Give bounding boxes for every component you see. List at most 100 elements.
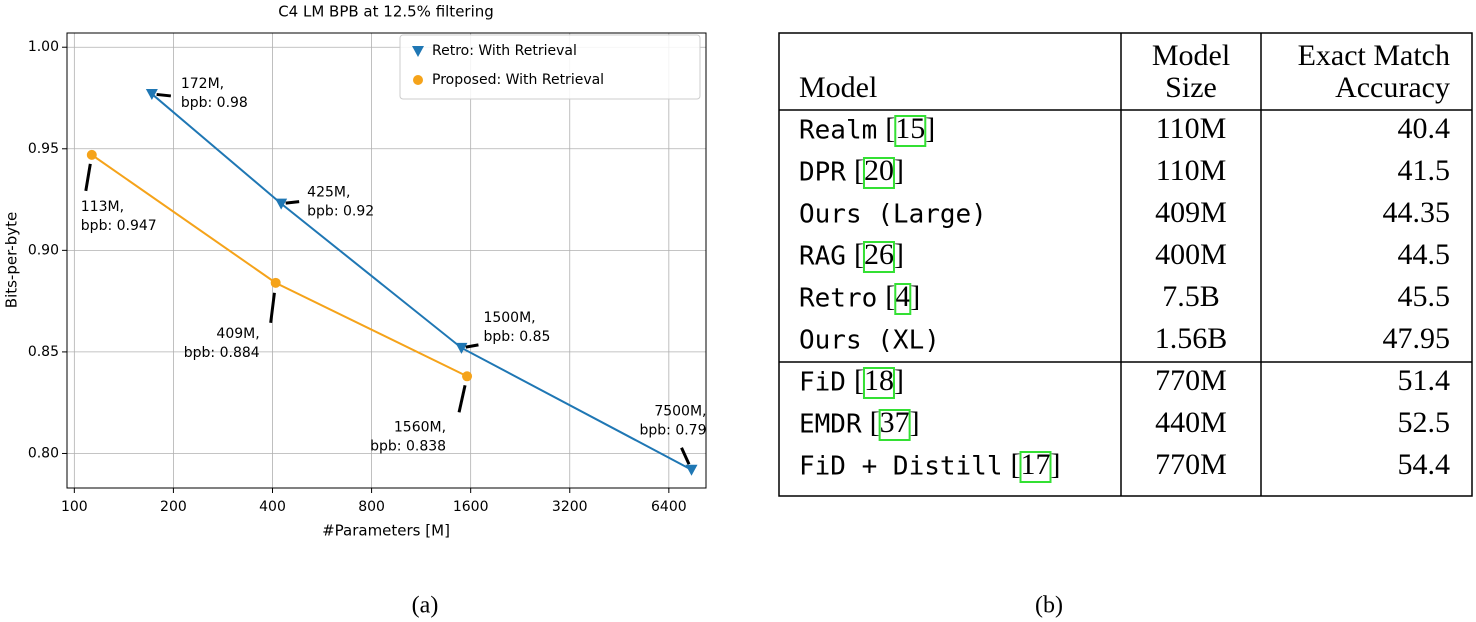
series-line [151,93,692,471]
ref-bracket: ] [910,406,920,439]
model-size: 440M [1155,406,1227,439]
model-name: Ours (XL) [799,326,940,356]
ref-bracket: [ [885,280,895,313]
data-label: 425M, [307,185,350,201]
data-label: bpb: 0.85 [483,329,550,345]
citation: 4 [895,280,910,313]
model-name: RAG [799,242,846,272]
model-size: 409M [1155,196,1227,229]
citation-box [862,241,895,273]
citation-box [894,283,912,315]
ref-bracket: ] [894,364,904,397]
legend-label: Proposed: With Retrieval [432,72,604,88]
data-label: 1500M, [483,310,535,326]
accuracy: 52.5 [1398,406,1451,439]
annotation-arrow [285,200,300,205]
data-point [455,342,468,354]
annotation-arrow [156,92,172,98]
column-header: Size [1165,71,1217,104]
model-name: FiD [799,368,846,398]
legend-marker [412,46,424,57]
accuracy: 47.95 [1383,322,1451,355]
data-label: bpb: 0.838 [370,438,446,454]
data-label: bpb: 0.884 [184,345,260,361]
table-frame [778,32,1473,497]
model-name: DPR [799,158,846,188]
series-line [91,154,468,378]
column-header: Model [1152,39,1230,72]
data-label: bpb: 0.98 [181,95,248,111]
ref-bracket: [ [885,112,895,145]
x-tick-label: 1600 [453,499,489,515]
model-size: 770M [1155,448,1227,481]
model-name: Ours (Large) [799,200,987,230]
citation-box [862,157,895,189]
annotation-arrow [457,384,467,413]
citation-box [878,409,911,441]
y-axis-label: Bits-per-byte [3,212,21,308]
model-size: 1.56B [1155,322,1228,355]
data-point [270,277,281,288]
y-tick-label: 0.90 [28,242,59,258]
citation: 20 [864,154,894,187]
x-axis-label: #Parameters [M] [322,522,450,540]
citation: 26 [864,238,894,271]
citation: 15 [895,112,925,145]
accuracy: 51.4 [1398,364,1451,397]
ref-bracket: [ [854,238,864,271]
accuracy: 44.35 [1383,196,1451,229]
ref-bracket: ] [925,112,935,145]
data-label: 172M, [181,76,224,92]
accuracy: 45.5 [1398,280,1451,313]
data-point [685,464,698,476]
ref-bracket: ] [1051,448,1061,481]
column-header: Model [799,71,877,104]
data-label: 1560M, [394,419,446,435]
data-point [145,88,158,100]
model-size: 770M [1155,364,1227,397]
data-label: 409M, [216,326,259,342]
data-point [462,371,473,382]
citation-box [894,115,927,147]
citation-box [862,367,895,399]
x-tick-label: 800 [358,499,385,515]
model-name: EMDR [799,410,862,440]
annotation-arrow [465,343,479,349]
data-label: bpb: 0.947 [81,218,157,234]
plot-frame [66,32,707,489]
model-size: 110M [1156,112,1227,145]
annotation-arrow [84,163,92,192]
y-tick-label: 1.00 [28,39,59,55]
ref-bracket: [ [1011,448,1021,481]
accuracy: 40.4 [1398,112,1451,145]
data-label: bpb: 0.79 [640,423,707,439]
data-label: 7500M, [654,404,706,420]
accuracy: 54.4 [1398,448,1451,481]
citation: 37 [880,406,910,439]
y-tick-label: 0.80 [28,445,59,461]
data-label: 113M, [81,199,124,215]
model-size: 110M [1156,154,1227,187]
accuracy: 41.5 [1398,154,1451,187]
caption: (b) [1035,593,1063,619]
citation-box [1019,451,1052,483]
accuracy: 44.5 [1398,238,1451,271]
column-header: Accuracy [1335,71,1450,104]
x-tick-label: 3200 [552,499,588,515]
legend-label: Retro: With Retrieval [432,43,577,59]
chart-title: C4 LM BPB at 12.5% filtering [278,3,494,21]
legend-box [399,34,701,100]
y-tick-label: 0.95 [28,141,59,157]
ref-bracket: ] [894,154,904,187]
x-tick-label: 6400 [651,499,687,515]
ref-bracket: ] [910,280,920,313]
citation: 18 [864,364,894,397]
ref-bracket: [ [854,364,864,397]
model-size: 400M [1155,238,1227,271]
data-point [86,149,97,160]
annotation-arrow [269,292,276,324]
caption: (a) [412,593,439,619]
x-tick-label: 400 [259,499,286,515]
